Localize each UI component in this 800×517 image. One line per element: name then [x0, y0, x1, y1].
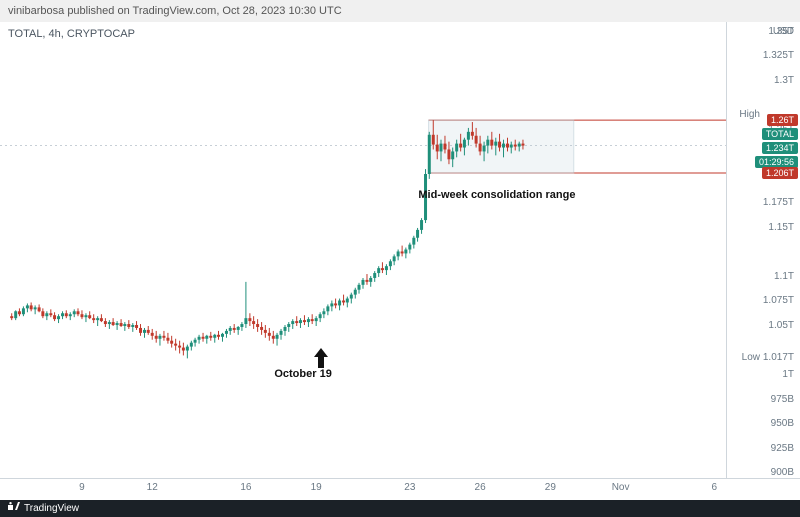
- y-tick: 1.35T: [768, 26, 794, 37]
- publish-text: vinibarbosa published on TradingView.com…: [8, 5, 342, 17]
- price-chart[interactable]: TOTAL, 4h, CRYPTOCAP Mid-week consolidat…: [0, 22, 726, 478]
- footer-text: TradingView: [24, 503, 79, 514]
- y-badge: 01:29:56: [755, 156, 798, 168]
- x-tick: 29: [545, 482, 556, 493]
- price-axis[interactable]: USD 1.35T1.325T1.3T1.26T1.25T1.175T1.15T…: [726, 22, 800, 478]
- y-badge: TOTAL: [762, 128, 798, 140]
- x-tick: 9: [79, 482, 85, 493]
- y-tick: 950B: [771, 418, 794, 429]
- chart-annotation: October 19: [274, 368, 331, 380]
- x-tick: 12: [147, 482, 158, 493]
- y-side-label: Low: [742, 352, 760, 363]
- chart-canvas: [0, 22, 726, 478]
- publish-header: vinibarbosa published on TradingView.com…: [0, 0, 800, 22]
- x-tick: 19: [311, 482, 322, 493]
- y-tick: 900B: [771, 467, 794, 478]
- y-tick: 925B: [771, 443, 794, 454]
- y-tick: 1.3T: [774, 75, 794, 86]
- y-tick: 1.325T: [763, 50, 794, 61]
- x-tick: 16: [240, 482, 251, 493]
- y-tick: 1T: [782, 369, 794, 380]
- y-side-label: High: [739, 109, 760, 120]
- x-tick: 6: [712, 482, 718, 493]
- y-tick: 1.175T: [763, 197, 794, 208]
- y-tick: 1.15T: [768, 222, 794, 233]
- y-tick: 1.1T: [774, 271, 794, 282]
- x-tick: 26: [475, 482, 486, 493]
- y-badge: 1.234T: [762, 142, 798, 154]
- footer-bar: TradingView: [0, 500, 800, 517]
- chart-annotation: Mid-week consolidation range: [418, 189, 575, 201]
- y-badge: 1.26T: [767, 114, 798, 126]
- y-badge: 1.206T: [762, 167, 798, 179]
- y-tick: 1.017T: [763, 352, 794, 363]
- y-tick: 1.075T: [763, 295, 794, 306]
- x-tick: 23: [404, 482, 415, 493]
- y-tick: 975B: [771, 394, 794, 405]
- y-tick: 1.05T: [768, 320, 794, 331]
- x-tick: Nov: [612, 482, 630, 493]
- time-axis[interactable]: 9 12 16 19 23 26 29 Nov 6: [0, 478, 800, 500]
- tv-logo-icon: [8, 502, 20, 515]
